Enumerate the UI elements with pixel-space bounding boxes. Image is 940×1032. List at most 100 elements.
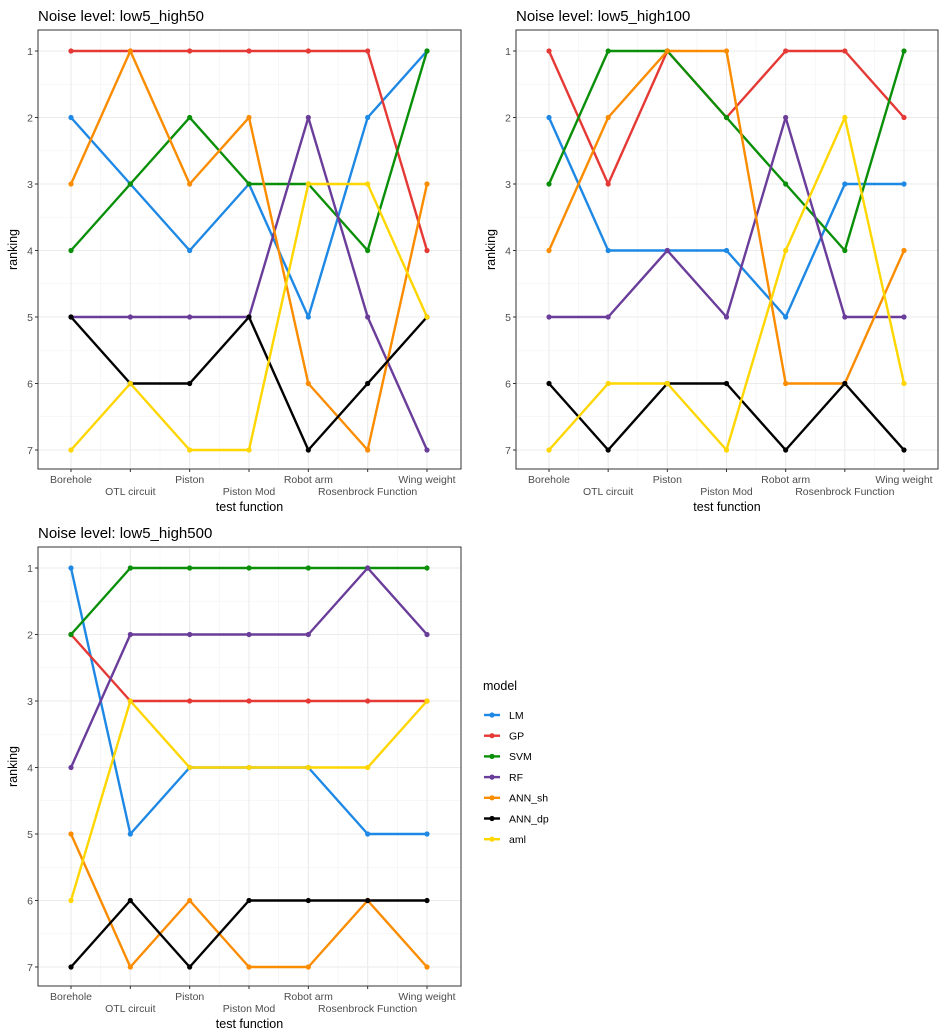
legend-key-point — [489, 815, 495, 822]
legend-key-point — [489, 733, 495, 739]
x-axis-title: test function — [216, 1017, 283, 1031]
data-point-ANN_sh — [246, 114, 252, 121]
data-point-LM — [68, 114, 74, 121]
y-tick-label: 4 — [27, 762, 33, 774]
data-point-ANN_sh — [365, 447, 371, 453]
data-point-LM — [365, 831, 371, 837]
data-point-GP — [783, 48, 789, 54]
data-point-ANN_dp — [127, 897, 133, 904]
x-tick-label: OTL circuit — [583, 486, 633, 498]
y-tick-label: 6 — [505, 378, 511, 390]
data-point-ANN_sh — [424, 964, 430, 970]
data-point-SVM — [246, 181, 252, 187]
data-point-RF — [424, 631, 430, 638]
x-tick-label: Wing weight — [398, 991, 455, 1003]
y-tick-label: 7 — [27, 445, 33, 457]
data-point-GP — [305, 698, 311, 704]
data-point-RF — [187, 314, 193, 320]
x-tick-label: Piston Mod — [223, 1003, 276, 1015]
data-point-ANN_dp — [723, 380, 730, 387]
data-point-aml — [424, 314, 430, 320]
data-point-ANN_dp — [842, 380, 848, 387]
data-point-SVM — [546, 181, 552, 187]
data-point-aml — [605, 380, 611, 387]
data-point-SVM — [424, 48, 430, 54]
data-point-aml — [127, 698, 133, 704]
x-tick-label: Rosenbrock Function — [318, 486, 417, 498]
data-point-aml — [842, 114, 848, 121]
data-point-SVM — [187, 565, 193, 571]
y-tick-label: 5 — [27, 829, 33, 841]
data-point-SVM — [246, 565, 252, 571]
data-point-LM — [605, 247, 611, 254]
data-point-ANN_dp — [365, 380, 371, 387]
data-point-SVM — [365, 247, 371, 254]
y-tick-label: 2 — [505, 112, 511, 124]
data-point-ANN_dp — [187, 964, 193, 970]
data-point-SVM — [305, 565, 311, 571]
data-point-aml — [68, 447, 74, 453]
panel-title: Noise level: low5_high100 — [516, 8, 690, 25]
y-tick-label: 5 — [27, 312, 33, 324]
data-point-aml — [305, 181, 311, 187]
data-point-ANN_dp — [68, 314, 74, 320]
data-point-RF — [246, 631, 252, 638]
data-point-ANN_sh — [187, 897, 193, 904]
data-point-ANN_dp — [187, 380, 193, 387]
data-point-GP — [605, 181, 611, 187]
data-point-RF — [546, 314, 552, 320]
y-tick-label: 1 — [505, 46, 511, 58]
data-point-LM — [187, 247, 193, 254]
legend-item-SVM: SVM — [509, 751, 532, 763]
data-point-ANN_sh — [605, 114, 611, 121]
data-point-ANN_sh — [187, 181, 193, 187]
data-point-LM — [424, 831, 430, 837]
data-point-RF — [68, 764, 74, 771]
x-axis-title: test function — [216, 500, 283, 514]
data-point-ANN_sh — [424, 181, 430, 187]
data-point-RF — [783, 114, 789, 121]
data-point-aml — [305, 764, 311, 771]
data-point-LM — [127, 831, 133, 837]
y-tick-label: 2 — [27, 112, 33, 124]
data-point-RF — [187, 631, 193, 638]
data-point-ANN_dp — [901, 447, 907, 453]
data-point-RF — [424, 447, 430, 453]
x-tick-label: Piston — [653, 474, 682, 486]
data-point-ANN_sh — [546, 247, 552, 254]
legend-item-aml: aml — [509, 834, 526, 846]
x-tick-label: OTL circuit — [105, 1003, 155, 1015]
data-point-aml — [901, 380, 907, 387]
data-point-SVM — [783, 181, 789, 187]
data-point-GP — [365, 48, 371, 54]
y-tick-label: 1 — [27, 46, 33, 58]
data-point-LM — [723, 247, 730, 254]
data-point-GP — [842, 48, 848, 54]
data-point-ANN_sh — [127, 48, 133, 54]
legend-title: model — [483, 679, 517, 693]
data-point-ANN_dp — [783, 447, 789, 453]
data-point-SVM — [842, 247, 848, 254]
data-point-SVM — [187, 114, 193, 121]
chart-panel-1: Noise level: low5_high50 1 2 3 4 5 6 7 Borehole O… — [6, 8, 462, 514]
data-point-SVM — [68, 247, 74, 254]
legend-item-ANN_dp: ANN_dp — [509, 813, 549, 825]
x-tick-label: Piston — [175, 474, 204, 486]
y-tick-label: 5 — [505, 312, 511, 324]
x-tick-label: Borehole — [50, 991, 92, 1003]
data-point-RF — [901, 314, 907, 320]
y-tick-label: 6 — [27, 895, 33, 907]
data-point-LM — [783, 314, 789, 320]
y-tick-label: 3 — [27, 179, 33, 191]
data-point-aml — [187, 447, 193, 453]
data-point-ANN_sh — [246, 964, 252, 970]
x-axis-title: test function — [693, 500, 760, 514]
data-point-GP — [424, 247, 430, 254]
data-point-SVM — [127, 181, 133, 187]
chart-panel-2: Noise level: low5_high100 1 2 3 4 5 6 7 Borehole… — [484, 8, 939, 514]
x-tick-label: Borehole — [50, 474, 92, 486]
data-point-RF — [842, 314, 848, 320]
x-tick-label: Piston Mod — [700, 486, 753, 498]
data-point-GP — [68, 48, 74, 54]
